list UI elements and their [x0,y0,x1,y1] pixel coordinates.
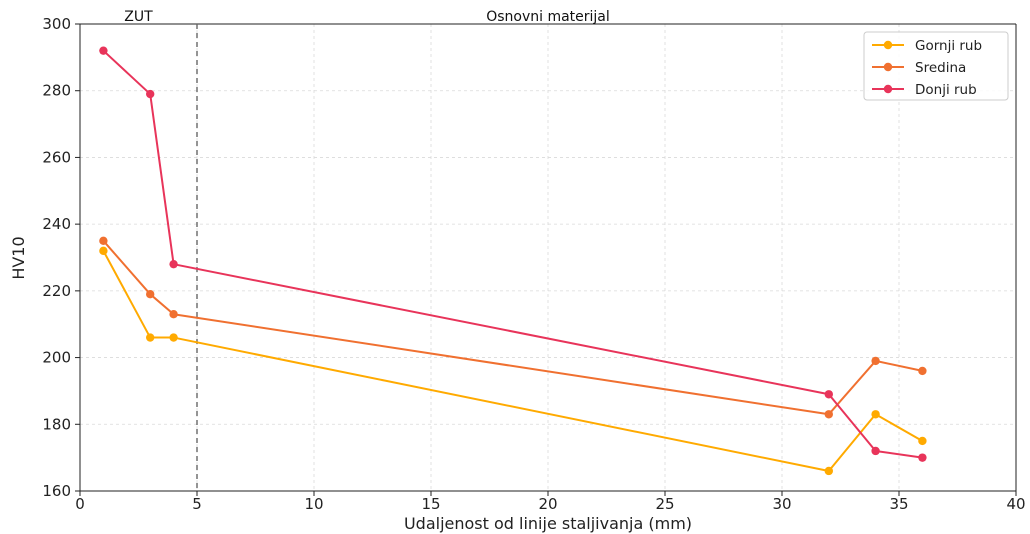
legend-label: Donji rub [915,82,977,98]
data-point [99,46,108,55]
data-point [146,89,155,99]
x-tick-label: 40 [1006,495,1025,513]
y-tick-label: 260 [42,148,71,166]
legend-label: Sredina [915,60,966,76]
data-point [169,333,178,342]
legend-swatch-marker [883,40,893,50]
x-tick-label: 25 [655,495,674,513]
x-tick-label: 10 [304,495,323,513]
x-tick-label: 0 [75,495,85,513]
grid [79,23,1017,492]
series-donji-rub [99,46,927,462]
data-point [99,246,108,256]
data-point [824,466,833,476]
legend-swatch-marker [883,62,893,72]
series-line [102,240,923,416]
data-point [169,310,178,319]
legend: Gornji rub Sredina Donji rub [863,31,1009,101]
annotation-zut: ZUT [124,9,153,25]
data-point [99,236,108,246]
y-axis-title: HV10 [9,236,28,279]
y-tick-label: 240 [42,215,71,233]
y-tick-label: 220 [42,282,71,300]
data-point [918,366,927,376]
x-tick-label: 35 [889,495,908,513]
data-point [871,446,880,456]
series-line [102,49,923,459]
annotations: ZUT Osnovni materijal [124,9,609,25]
series-sredina [99,236,927,419]
data-point [871,410,880,419]
annotation-osnovni-materijal: Osnovni materijal [486,9,610,25]
data-point [824,390,833,399]
x-tick-label: 30 [772,495,791,513]
legend-swatch-marker [883,84,893,94]
y-tick-label: 180 [42,415,71,433]
series-line [102,250,923,472]
data-point [824,410,833,419]
x-tick-label: 15 [421,495,440,513]
data-point [169,259,178,269]
legend-box [863,31,1009,101]
y-tick-label: 280 [42,82,71,100]
ticks: 0 5 10 15 20 25 30 35 40 160 180 200 220 240 260 280 300 [42,15,1025,513]
series [99,46,927,476]
x-tick-label: 5 [192,495,202,513]
data-point [146,333,155,342]
x-tick-label: 20 [538,495,557,513]
x-axis-title: Udaljenost od linije staljivanja (mm) [404,514,692,533]
y-tick-label: 300 [42,15,71,33]
y-tick-label: 200 [42,349,71,367]
data-point [871,356,880,366]
y-tick-label: 160 [42,482,71,500]
series-gornji-rub [99,246,927,476]
data-point [918,453,927,462]
legend-label: Gornji rub [915,38,982,54]
data-point [918,436,927,446]
data-point [146,289,155,299]
